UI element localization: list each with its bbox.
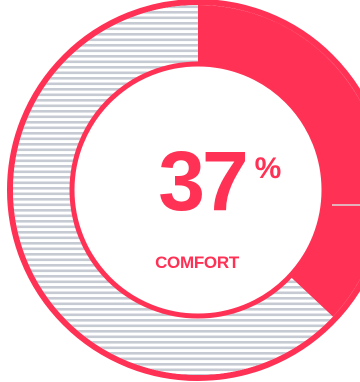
value-number: 37 — [158, 134, 246, 228]
unit-symbol: % — [255, 152, 282, 185]
outer-ring — [7, 0, 360, 381]
donut-group: 37 % COMFORT — [7, 0, 360, 381]
remainder-segment — [12, 5, 333, 375]
value-label: COMFORT — [155, 253, 240, 272]
inner-ring — [69, 61, 327, 319]
comfort-segment — [198, 5, 360, 317]
